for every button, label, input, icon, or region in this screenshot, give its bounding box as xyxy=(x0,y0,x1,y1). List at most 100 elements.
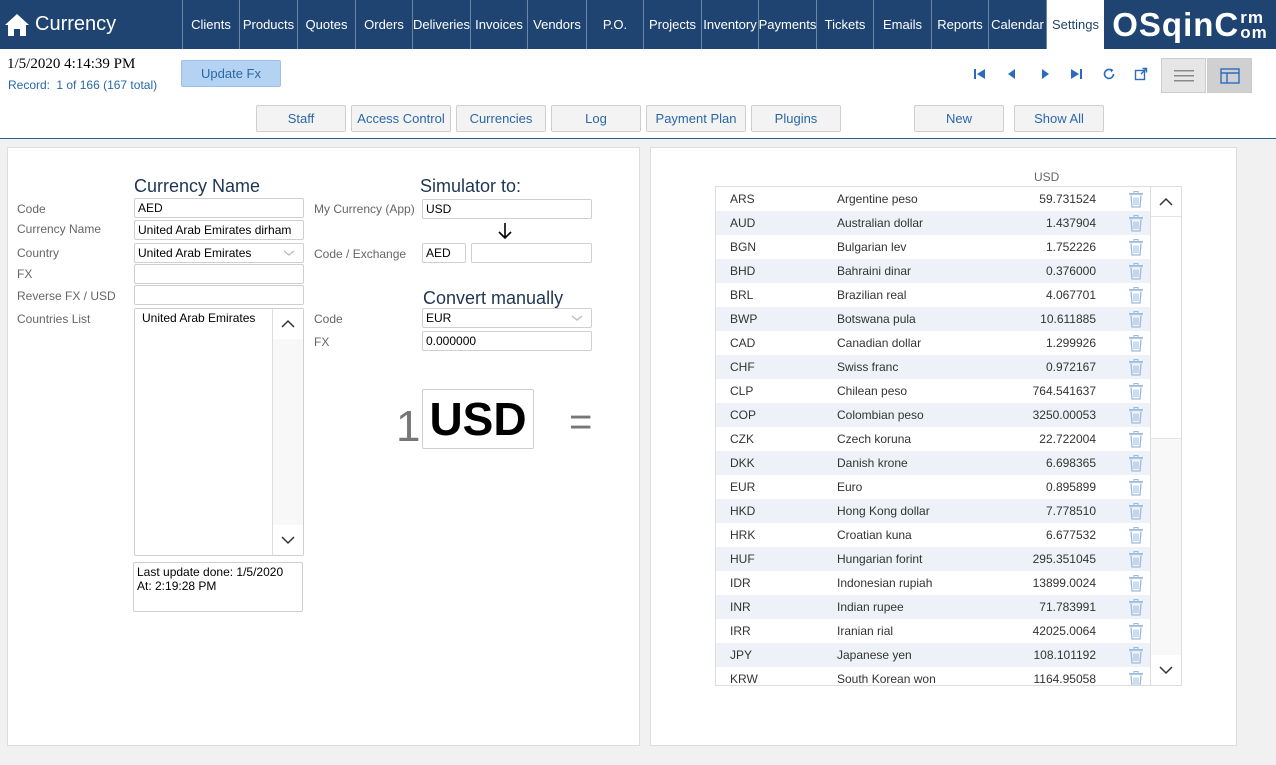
table-row[interactable]: HUF Hungarian forint 295.351045 xyxy=(716,547,1152,571)
country-select[interactable]: United Arab Emirates xyxy=(134,243,304,263)
table-row[interactable]: EUR Euro 0.895899 xyxy=(716,475,1152,499)
nav-vendors[interactable]: Vendors xyxy=(527,0,586,49)
trash-icon[interactable] xyxy=(1128,503,1144,520)
previous-record-icon[interactable] xyxy=(1005,67,1019,81)
table-row[interactable]: KRW South Korean won 1164.95058 xyxy=(716,667,1152,686)
trash-icon[interactable] xyxy=(1128,455,1144,472)
reverse-fx-input[interactable] xyxy=(134,285,304,305)
nav-quotes[interactable]: Quotes xyxy=(297,0,355,49)
nav-calendar[interactable]: Calendar xyxy=(988,0,1046,49)
open-external-icon[interactable] xyxy=(1134,67,1148,81)
tab-access-control[interactable]: Access Control xyxy=(351,105,451,132)
refresh-icon[interactable] xyxy=(1102,67,1116,81)
code-input[interactable]: AED xyxy=(134,198,304,218)
trash-icon[interactable] xyxy=(1128,527,1144,544)
table-row[interactable]: ARS Argentine peso 59.731524 xyxy=(716,187,1152,211)
table-row[interactable]: HKD Hong Kong dollar 7.778510 xyxy=(716,499,1152,523)
nav-emails[interactable]: Emails xyxy=(873,0,931,49)
trash-icon[interactable] xyxy=(1128,287,1144,304)
table-row[interactable]: CZK Czech koruna 22.722004 xyxy=(716,427,1152,451)
table-row[interactable]: BWP Botswana pula 10.611885 xyxy=(716,307,1152,331)
nav-reports[interactable]: Reports xyxy=(931,0,988,49)
fx-input[interactable] xyxy=(134,264,304,284)
exchange-value-input[interactable] xyxy=(471,243,592,263)
trash-icon[interactable] xyxy=(1128,239,1144,256)
table-row[interactable]: INR Indian rupee 71.783991 xyxy=(716,595,1152,619)
trash-icon[interactable] xyxy=(1128,671,1144,686)
tab-payment-plan[interactable]: Payment Plan xyxy=(646,105,746,132)
trash-icon[interactable] xyxy=(1128,359,1144,376)
exchange-code-input[interactable]: AED xyxy=(422,243,466,263)
list-item[interactable]: United Arab Emirates xyxy=(142,311,256,325)
nav-inventory[interactable]: Inventory xyxy=(701,0,758,49)
tab-plugins[interactable]: Plugins xyxy=(751,105,841,132)
currency-code: HUF xyxy=(730,552,755,566)
table-row[interactable]: AUD Australian dollar 1.437904 xyxy=(716,211,1152,235)
update-fx-button[interactable]: Update Fx xyxy=(181,60,281,87)
scroll-up-button[interactable] xyxy=(273,309,303,339)
table-row[interactable]: DKK Danish krone 6.698365 xyxy=(716,451,1152,475)
scroll-down-button[interactable] xyxy=(273,525,303,555)
tab-log[interactable]: Log xyxy=(551,105,641,132)
scroll-up-button[interactable] xyxy=(1151,187,1181,217)
table-row[interactable]: JPY Japanese yen 108.101192 xyxy=(716,643,1152,667)
list-view-button[interactable] xyxy=(1161,58,1206,93)
new-button[interactable]: New xyxy=(914,105,1004,132)
convert-fx-input[interactable]: 0.000000 xyxy=(422,331,592,351)
trash-icon[interactable] xyxy=(1128,407,1144,424)
trash-icon[interactable] xyxy=(1128,431,1144,448)
currency-name-input[interactable]: United Arab Emirates dirham xyxy=(134,220,304,240)
trash-icon[interactable] xyxy=(1128,551,1144,568)
my-currency-input[interactable]: USD xyxy=(422,199,592,219)
trash-icon[interactable] xyxy=(1128,575,1144,592)
currency-rate: 1.299926 xyxy=(1045,336,1096,350)
nav-tickets[interactable]: Tickets xyxy=(816,0,873,49)
table-row[interactable]: HRK Croatian kuna 6.677532 xyxy=(716,523,1152,547)
table-row[interactable]: IDR Indonesian rupiah 13899.0024 xyxy=(716,571,1152,595)
nav-po[interactable]: P.O. xyxy=(586,0,643,49)
form-view-button[interactable] xyxy=(1207,58,1252,93)
nav-invoices[interactable]: Invoices xyxy=(470,0,527,49)
table-row[interactable]: COP Colombian peso 3250.00053 xyxy=(716,403,1152,427)
main-nav: Clients Products Quotes Orders Deliveries Inv… xyxy=(182,0,1104,49)
table-row[interactable]: CLP Chilean peso 764.541637 xyxy=(716,379,1152,403)
trash-icon[interactable] xyxy=(1128,191,1144,208)
currency-code: BGN xyxy=(730,240,757,254)
table-row[interactable]: BHD Bahraini dinar 0.376000 xyxy=(716,259,1152,283)
convert-code-select[interactable]: EUR xyxy=(422,308,592,328)
show-all-button[interactable]: Show All xyxy=(1014,105,1104,132)
currency-name: Japanese yen xyxy=(837,648,912,662)
table-row[interactable]: IRR Iranian rial 42025.0064 xyxy=(716,619,1152,643)
nav-deliveries[interactable]: Deliveries xyxy=(412,0,470,49)
first-record-icon[interactable] xyxy=(973,67,987,81)
trash-icon[interactable] xyxy=(1128,623,1144,640)
nav-settings[interactable]: Settings xyxy=(1046,0,1104,49)
table-row[interactable]: CHF Swiss franc 0.972167 xyxy=(716,355,1152,379)
scroll-thumb[interactable] xyxy=(1151,217,1181,439)
trash-icon[interactable] xyxy=(1128,335,1144,352)
nav-orders[interactable]: Orders xyxy=(355,0,412,49)
trash-icon[interactable] xyxy=(1128,263,1144,280)
table-row[interactable]: CAD Canadian dollar 1.299926 xyxy=(716,331,1152,355)
tab-staff[interactable]: Staff xyxy=(256,105,346,132)
last-record-icon[interactable] xyxy=(1069,67,1083,81)
home-icon[interactable] xyxy=(2,10,32,40)
countries-listbox[interactable]: United Arab Emirates xyxy=(134,308,304,556)
trash-icon[interactable] xyxy=(1128,215,1144,232)
trash-icon[interactable] xyxy=(1128,311,1144,328)
trash-icon[interactable] xyxy=(1128,599,1144,616)
next-record-icon[interactable] xyxy=(1038,67,1052,81)
trash-icon[interactable] xyxy=(1128,647,1144,664)
countries-scrollbar[interactable] xyxy=(272,309,303,555)
trash-icon[interactable] xyxy=(1128,479,1144,496)
table-row[interactable]: BGN Bulgarian lev 1.752226 xyxy=(716,235,1152,259)
nav-payments[interactable]: Payments xyxy=(758,0,816,49)
nav-clients[interactable]: Clients xyxy=(182,0,239,49)
table-row[interactable]: BRL Brazilian real 4.067701 xyxy=(716,283,1152,307)
rates-scrollbar[interactable] xyxy=(1150,187,1181,685)
nav-projects[interactable]: Projects xyxy=(643,0,701,49)
scroll-down-button[interactable] xyxy=(1151,655,1181,685)
tab-currencies[interactable]: Currencies xyxy=(456,105,546,132)
nav-products[interactable]: Products xyxy=(239,0,297,49)
trash-icon[interactable] xyxy=(1128,383,1144,400)
